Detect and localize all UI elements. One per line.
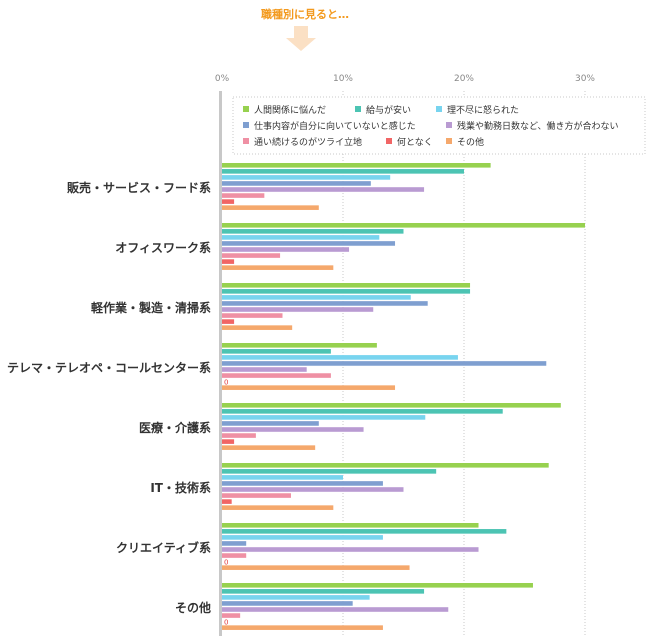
- bar: [222, 469, 437, 474]
- x-tick-label: 30%: [575, 74, 595, 84]
- bar: [222, 601, 353, 606]
- legend-label: 残業や勤務日数など、働き方が合わない: [457, 120, 619, 132]
- bar: [222, 283, 471, 288]
- legend-label: 何となく: [397, 136, 433, 148]
- bar: [222, 169, 464, 174]
- bar: [222, 607, 449, 612]
- y-axis-line: [219, 91, 222, 636]
- category-label: 軽作業・製造・清掃系: [91, 300, 211, 315]
- category-label: IT・技術系: [150, 480, 211, 495]
- bar: [222, 481, 383, 486]
- bar: [222, 259, 235, 264]
- bar: [222, 343, 377, 348]
- legend-swatch: [355, 106, 361, 112]
- legend-swatch: [446, 138, 452, 144]
- bar: [222, 433, 256, 438]
- bar: [222, 253, 281, 258]
- bar: [222, 475, 343, 480]
- banner-text: 職種別に見ると…: [261, 8, 349, 21]
- bar: [222, 229, 404, 234]
- bar: [222, 295, 411, 300]
- legend-swatch: [386, 138, 392, 144]
- bar: [222, 247, 350, 252]
- legend-label: 通い続けるのがツライ立地: [254, 136, 362, 148]
- bar: [222, 325, 293, 330]
- bar: [222, 523, 479, 528]
- bar: [222, 235, 380, 240]
- bar: [222, 307, 374, 312]
- legend-swatch: [243, 122, 249, 128]
- bar: [222, 385, 396, 390]
- bar: [222, 589, 425, 594]
- legend-label: 仕事内容が自分に向いていないと感じた: [254, 120, 416, 132]
- bar: [222, 367, 307, 372]
- bar: [222, 373, 331, 378]
- zero-label: 0: [224, 558, 228, 566]
- bar: [222, 349, 331, 354]
- bar: [222, 205, 319, 210]
- bar: [222, 487, 404, 492]
- bar: [222, 193, 265, 198]
- x-tick-label: 20%: [454, 74, 474, 84]
- bar: [222, 535, 383, 540]
- bar: [222, 241, 396, 246]
- legend-swatch: [446, 122, 452, 128]
- bar: [222, 505, 334, 510]
- category-label: 販売・サービス・フード系: [67, 180, 211, 195]
- bar: [222, 439, 235, 444]
- zero-label: 0: [224, 618, 228, 626]
- bar: [222, 301, 428, 306]
- bar: [222, 445, 316, 450]
- bar: [222, 289, 471, 294]
- bar: [222, 409, 503, 414]
- legend-swatch: [243, 138, 249, 144]
- bar: [222, 163, 491, 168]
- legend-swatch: [436, 106, 442, 112]
- bar: [222, 265, 334, 270]
- bar: [222, 319, 235, 324]
- category-label: テレマ・テレオペ・コールセンター系: [7, 360, 211, 375]
- bar: [222, 547, 479, 552]
- legend-label: 理不尽に怒られた: [447, 104, 519, 116]
- bar: [222, 175, 391, 180]
- bar: [222, 463, 549, 468]
- bar: [222, 187, 425, 192]
- x-tick-label: 0%: [215, 74, 230, 84]
- bar: [222, 493, 291, 498]
- bar: [222, 595, 370, 600]
- bar: [222, 541, 247, 546]
- legend-label: 給与が安い: [366, 104, 411, 116]
- category-label: クリエイティブ系: [116, 540, 211, 555]
- bar: [222, 421, 319, 426]
- zero-label: 0: [224, 378, 228, 386]
- bar: [222, 181, 371, 186]
- bar: [222, 565, 410, 570]
- category-label: 医療・介護系: [139, 420, 211, 435]
- bar: [222, 553, 247, 558]
- category-label: その他: [175, 600, 211, 615]
- x-tick-label: 10%: [333, 74, 353, 84]
- legend-swatch: [243, 106, 249, 112]
- bar: [222, 361, 547, 366]
- bar: [222, 223, 585, 228]
- bar: [222, 583, 533, 588]
- bar: [222, 415, 426, 420]
- bar: [222, 613, 241, 618]
- legend-label: その他: [457, 136, 484, 148]
- legend-label: 人間関係に悩んだ: [254, 104, 326, 116]
- bar: [222, 403, 561, 408]
- bar: [222, 529, 507, 534]
- down-arrow-icon: [286, 26, 316, 51]
- bar: [222, 625, 383, 630]
- bar: [222, 199, 235, 204]
- bar: [222, 355, 458, 360]
- bar: [222, 313, 283, 318]
- bar: [222, 499, 232, 504]
- category-label: オフィスワーク系: [115, 240, 211, 255]
- bar: [222, 427, 364, 432]
